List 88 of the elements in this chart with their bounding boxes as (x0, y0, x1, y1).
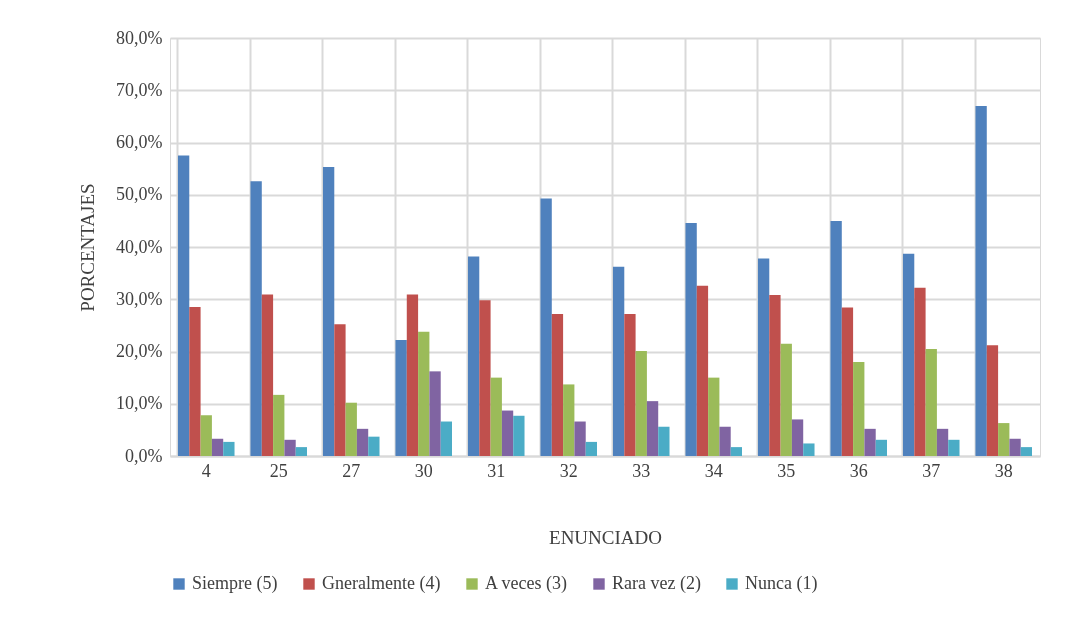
bar (986, 345, 999, 456)
bar (345, 402, 357, 456)
bar (612, 266, 625, 456)
legend-label: Nunca (1) (745, 573, 818, 594)
x-tick-label: 36 (849, 460, 868, 481)
bar (211, 438, 224, 456)
bar (803, 443, 815, 456)
x-tick-label: 34 (704, 460, 723, 481)
bar (719, 426, 731, 456)
bar (551, 313, 564, 456)
y-tick-label: 70,0% (116, 79, 163, 100)
y-tick-label: 60,0% (116, 132, 163, 152)
x-tick-label: 38 (994, 460, 1013, 481)
legend-label: Siempre (5) (192, 573, 278, 594)
bar (757, 258, 770, 456)
bar (356, 428, 369, 456)
bar (925, 348, 937, 456)
x-tick-label: 25 (269, 460, 288, 481)
x-tick-label: 27 (342, 460, 361, 481)
bar (902, 253, 915, 456)
bar (585, 441, 598, 456)
y-tick-label: 40,0% (116, 236, 163, 257)
bar (853, 361, 865, 456)
legend-label: A veces (3) (485, 573, 567, 594)
bar (479, 300, 491, 456)
bar (730, 447, 743, 456)
y-axis-title: PORCENTAJES (77, 183, 99, 312)
x-tick-label: 35 (777, 460, 796, 481)
bar (322, 167, 335, 456)
y-tick-label: 10,0% (116, 393, 163, 414)
bar (540, 198, 552, 456)
bar (1009, 438, 1021, 456)
bar (563, 384, 575, 456)
bar (501, 410, 514, 456)
bar (200, 415, 212, 456)
bar (406, 294, 419, 456)
bar (791, 419, 804, 456)
bar (467, 256, 480, 456)
bar (189, 307, 201, 456)
bar (273, 394, 285, 456)
bar (261, 294, 274, 456)
bar (769, 295, 781, 456)
legend-label: Rara vez (2) (612, 573, 701, 594)
bar (914, 287, 926, 456)
bar (841, 307, 854, 456)
x-tick-label: 31 (487, 460, 506, 481)
bar (574, 421, 586, 456)
bar (284, 439, 296, 456)
y-tick-label: 50,0% (116, 184, 163, 205)
x-tick-label: 4 (201, 460, 211, 481)
bar (429, 371, 441, 456)
y-tick-label: 30,0% (116, 288, 163, 309)
bar (696, 285, 709, 456)
bar (780, 343, 792, 456)
bar (864, 428, 876, 456)
bar (624, 313, 636, 456)
bar (440, 421, 453, 456)
x-tick-label: 33 (632, 460, 651, 481)
bar (223, 441, 235, 456)
bar (368, 436, 380, 456)
bar (250, 181, 262, 456)
bar (635, 350, 647, 456)
x-tick-label: 30 (414, 460, 433, 481)
bar (708, 377, 720, 456)
bar (490, 377, 502, 456)
bar (295, 447, 308, 456)
y-tick-label: 20,0% (116, 341, 163, 361)
bar (658, 426, 670, 456)
x-axis-title: ENUNCIADO (549, 526, 662, 548)
bar (875, 439, 888, 456)
bar (646, 401, 659, 456)
bar (395, 340, 407, 456)
bar (685, 222, 697, 456)
bar (998, 423, 1010, 456)
bar (936, 428, 949, 456)
bar (1020, 447, 1033, 456)
bar (948, 439, 960, 456)
bar (513, 415, 525, 456)
bar (975, 105, 987, 456)
x-tick-label: 32 (559, 460, 578, 481)
bar (418, 331, 430, 456)
bar (830, 220, 842, 456)
y-tick-label: 0,0% (125, 445, 163, 466)
legend-label: Gneralmente (4) (322, 573, 441, 594)
x-tick-label: 37 (922, 460, 941, 481)
y-tick-label: 80,0% (116, 27, 163, 48)
bar (334, 324, 346, 456)
bar (177, 155, 190, 456)
